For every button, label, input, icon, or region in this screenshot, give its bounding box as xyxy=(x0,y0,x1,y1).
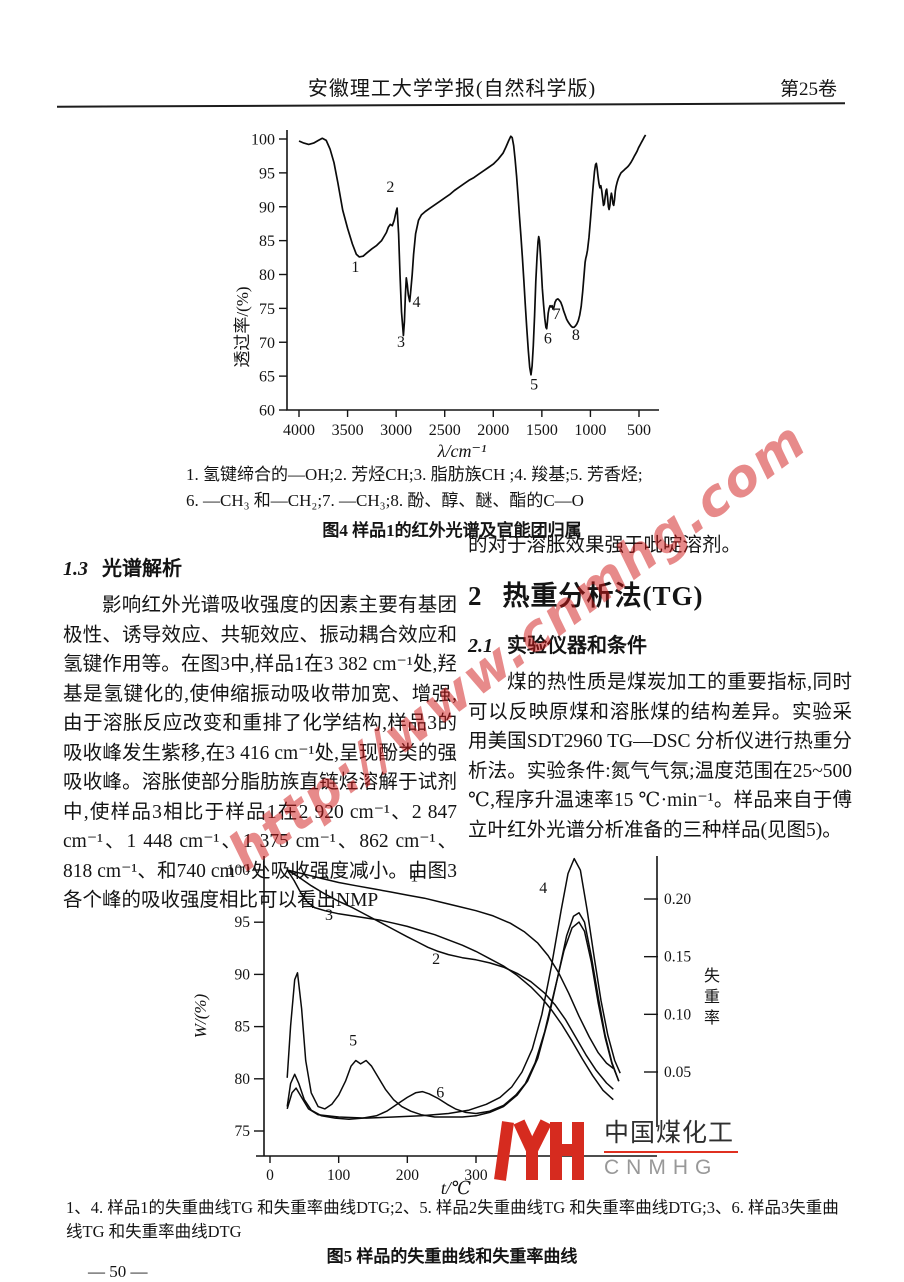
svg-text:3: 3 xyxy=(325,907,333,924)
svg-text:75: 75 xyxy=(235,1123,251,1140)
svg-text:7: 7 xyxy=(553,306,561,323)
fig5-curve-6 xyxy=(286,921,620,1121)
svg-text:3500: 3500 xyxy=(332,422,364,439)
fig5-left-axis-label: W/(%) xyxy=(191,993,210,1038)
section-2-1-title: 实验仪器和条件 xyxy=(507,635,647,657)
fig5-curve-4 xyxy=(286,857,621,1119)
svg-text:2: 2 xyxy=(432,951,440,968)
fig5-tg-dtg-chart: 75 80 85 90 95 100 0 100 200 300 0.05 0.10 0.15 0.20 1… xyxy=(191,856,720,1196)
continuation-line: 的对于溶胀效果强于吡啶溶剂。 xyxy=(468,535,742,556)
svg-text:80: 80 xyxy=(235,1071,251,1088)
logo-rule xyxy=(604,1151,738,1153)
svg-text:60: 60 xyxy=(259,403,275,420)
svg-text:200: 200 xyxy=(396,1167,420,1184)
fig4-notes-line2: 6. —CH₃ 和—CH₂;7. —CH₃;8. 酚、醇、醚、酯的C—O xyxy=(186,491,584,510)
svg-text:4: 4 xyxy=(413,294,421,311)
svg-text:3: 3 xyxy=(397,334,405,351)
svg-text:0.15: 0.15 xyxy=(664,949,691,966)
left-column: 1.3 光谱解析 影响红外光谱吸收强度的因素主要有基团极性、诱导效应、共轭效应、振… xyxy=(63,552,457,916)
header-rule xyxy=(56,102,846,109)
fig4-x-axis-label: λ/cm⁻¹ xyxy=(437,441,487,461)
svg-text:500: 500 xyxy=(627,422,651,439)
svg-text:2500: 2500 xyxy=(429,422,461,439)
journal-title: 安徽理工大学学报(自然科学版) xyxy=(307,78,597,100)
svg-text:3000: 3000 xyxy=(380,422,412,439)
cnmhg-logo: 中国煤化工 CNMHG xyxy=(492,1116,792,1186)
fig5-caption: 图5 样品的失重曲线和失重率曲线 xyxy=(326,1247,578,1266)
fig4-peak-number-labels: 1 2 3 4 5 678 xyxy=(351,179,580,394)
logo-english-name: CNMHG xyxy=(604,1156,719,1179)
svg-text:0.05: 0.05 xyxy=(664,1064,691,1081)
section-1-3-heading: 1.3 光谱解析 xyxy=(63,552,457,581)
section-1-3-title: 光谱解析 xyxy=(102,558,182,580)
svg-text:0.20: 0.20 xyxy=(664,891,691,908)
fig5-x-axis-label: t/℃ xyxy=(441,1178,471,1196)
svg-text:2: 2 xyxy=(386,179,394,196)
fig4-spectrum-curve xyxy=(298,134,647,376)
section-2-heading: 2 热重分析法(TG) xyxy=(468,574,852,613)
svg-text:85: 85 xyxy=(235,1019,251,1036)
svg-text:1: 1 xyxy=(410,868,418,885)
svg-text:8: 8 xyxy=(572,327,580,344)
svg-text:6: 6 xyxy=(436,1084,444,1101)
svg-text:300: 300 xyxy=(464,1167,488,1184)
volume-label: 第25卷 xyxy=(780,79,838,100)
fig4-axes xyxy=(286,130,659,411)
svg-text:6: 6 xyxy=(544,331,552,348)
logo-chinese-name: 中国煤化工 xyxy=(604,1119,735,1147)
section-1-3-number: 1.3 xyxy=(63,558,88,580)
svg-text:80: 80 xyxy=(259,267,275,284)
section-2-1-heading: 2.1 实验仪器和条件 xyxy=(468,629,852,658)
fig4-y-axis-label: 透过率/(%) xyxy=(233,286,252,367)
right-column: 的对于溶胀效果强于吡啶溶剂。 2 热重分析法(TG) 2.1 实验仪器和条件 煤的热… xyxy=(468,531,852,845)
svg-text:5: 5 xyxy=(349,1032,357,1049)
section-2-title: 热重分析法(TG) xyxy=(502,581,704,611)
svg-text:100: 100 xyxy=(227,862,251,879)
svg-text:2000: 2000 xyxy=(477,422,509,439)
section-2-1-number: 2.1 xyxy=(468,635,493,657)
svg-text:4: 4 xyxy=(539,880,547,897)
svg-text:70: 70 xyxy=(259,335,275,352)
svg-text:95: 95 xyxy=(259,165,275,182)
svg-text:0.10: 0.10 xyxy=(664,1006,691,1023)
fig5-right-axis-label: 失重率 xyxy=(704,967,720,1027)
page-number: — 50 — xyxy=(88,1262,148,1281)
section-2-number: 2 xyxy=(468,581,483,611)
fig4-notes-line1: 1. 氢键缔合的—OH;2. 芳烃CH;3. 脂肪族CH ;4. 羧基;5. 芳… xyxy=(186,465,643,484)
svg-text:100: 100 xyxy=(327,1167,351,1184)
fig5-curve-5 xyxy=(286,912,620,1118)
fig4-caption: 图4 样品1的红外光谱及官能团归属 xyxy=(322,521,582,540)
fig5-curve-3 xyxy=(286,869,614,1101)
fig5-axes xyxy=(256,856,658,1157)
svg-text:1000: 1000 xyxy=(574,422,606,439)
section-2-1-paragraph: 煤的热性质是煤炭加工的重要指标,同时可以反映原煤和溶胀煤的结构差异。实验采用美国… xyxy=(468,672,852,841)
fig5-curve-number-labels: 1 2 3 4 5 6 xyxy=(325,868,547,1101)
svg-text:100: 100 xyxy=(251,132,275,149)
fig5-legend: 1、4. 样品1的失重曲线TG 和失重率曲线DTG;2、5. 样品2失重曲线TG… xyxy=(66,1198,839,1241)
fig5-curve-2 xyxy=(286,869,614,1090)
svg-text:85: 85 xyxy=(259,233,275,250)
fig5-ticks: 75 80 85 90 95 100 0 100 200 300 0.05 0.10 0.15 0.20 xyxy=(227,862,692,1184)
svg-text:90: 90 xyxy=(259,199,275,216)
svg-text:95: 95 xyxy=(235,914,251,931)
svg-text:1500: 1500 xyxy=(526,422,558,439)
svg-text:75: 75 xyxy=(259,301,275,318)
cnmhg-logo-mark-icon xyxy=(494,1119,584,1181)
fig5-curve-1 xyxy=(287,869,614,1069)
svg-text:1: 1 xyxy=(351,259,359,276)
svg-text:0: 0 xyxy=(266,1167,274,1184)
fig4-peak-assignments: 1. 氢键缔合的—OH;2. 芳烃CH;3. 脂肪族CH ;4. 羧基;5. 芳… xyxy=(186,462,746,514)
svg-text:65: 65 xyxy=(259,369,275,386)
section-1-3-paragraph: 影响红外光谱吸收强度的因素主要有基团极性、诱导效应、共轭效应、振动耦合效应和氢键… xyxy=(63,595,457,911)
svg-text:4000: 4000 xyxy=(283,422,315,439)
svg-text:5: 5 xyxy=(530,377,538,394)
svg-text:90: 90 xyxy=(235,966,251,983)
